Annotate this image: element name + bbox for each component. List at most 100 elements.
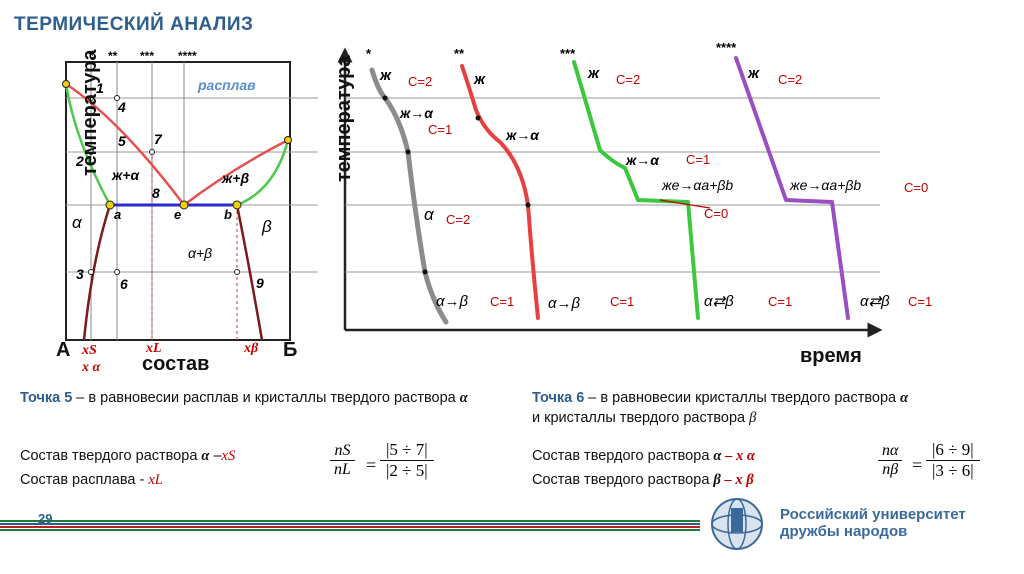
eutectic-b: b <box>224 207 232 222</box>
cooling-curve-3 <box>572 60 700 320</box>
point-1: 1 <box>96 80 104 96</box>
phase-diagram: температура состав А Б расплав * ** *** … <box>56 49 318 375</box>
page-title: ТЕРМИЧЕСКИЙ АНАЛИЗ <box>14 14 254 35</box>
university-name: Российский университет дружбы народов <box>780 506 966 540</box>
cooling-ylabel: температура <box>333 55 355 182</box>
c1-label-l: ж <box>379 67 392 84</box>
x-l-label: xL <box>145 341 162 356</box>
right-frac-den: nβ <box>882 461 899 478</box>
point5-text: – в равновесии расплав и кристаллы тверд… <box>72 390 460 406</box>
point6-title: Точка 6 <box>532 390 585 406</box>
right-line2-x: – x β <box>720 472 754 488</box>
point-6: 6 <box>120 276 128 292</box>
region-l-beta: ж+β <box>221 170 249 186</box>
c2-label-l: ж <box>473 71 486 88</box>
c1-label-ab: α→β <box>436 293 469 310</box>
star-4: **** <box>178 49 197 63</box>
point-4: 4 <box>117 99 126 115</box>
left-frac-den: nL <box>334 461 351 478</box>
c4-label-eut: жe→αa+βb <box>789 177 861 193</box>
phase-xlabel: состав <box>142 353 209 375</box>
curve-star-2: ** <box>454 46 465 61</box>
c2-label-ab: α→β <box>548 295 581 312</box>
x-s-label: xS <box>81 343 97 358</box>
c4-label-ab: α⇄β <box>860 293 890 310</box>
left-line1-c: – <box>209 448 222 464</box>
x-beta-label: xβ <box>243 341 259 356</box>
star-1: * <box>89 49 94 63</box>
point5-title: Точка 5 <box>20 390 73 406</box>
c3-label-la: ж→α <box>625 152 660 168</box>
corner-a: А <box>56 339 70 361</box>
right-fraction: nα nβ <box>878 442 903 479</box>
region-alpha-beta: α+β <box>188 245 212 261</box>
cooling-xlabel: время <box>800 345 862 367</box>
phase-ylabel: температура <box>79 49 101 176</box>
uni-line-2: дружбы народов <box>780 523 908 540</box>
solidus-beta <box>236 139 290 207</box>
left-line2-x: xL <box>148 472 163 488</box>
c1-label-a: α <box>424 205 435 224</box>
melt-label: расплав <box>197 77 256 93</box>
right-line2-a: Состав твердого раствора <box>532 472 714 488</box>
cooling-curve-1 <box>369 67 449 325</box>
c3-label-eut: жe→αa+βb <box>661 177 733 193</box>
phase-frame <box>65 61 291 341</box>
university-logo-icon <box>711 498 763 550</box>
solvus-beta <box>235 204 264 341</box>
star-3: *** <box>140 49 154 63</box>
right-value-fraction: |6 ÷ 9| |3 ÷ 6| <box>926 440 980 481</box>
cooling-curves: температура время * ** *** **** ж ж→α α … <box>333 40 932 367</box>
x-alpha-label: x α <box>81 360 101 375</box>
c4-c-0: C=2 <box>778 72 802 87</box>
point-9: 9 <box>256 275 264 291</box>
uni-line-1: Российский университет <box>780 506 966 523</box>
point6-text: – в равновесии кристаллы твердого раство… <box>584 390 901 406</box>
point-7: 7 <box>154 131 163 147</box>
c4-c-1: C=0 <box>904 180 928 195</box>
c4-label-l: ж <box>747 65 760 82</box>
left-value-fraction: |5 ÷ 7| |2 ÷ 5| <box>380 440 434 481</box>
left-line2-a: Состав расплава - <box>20 472 149 488</box>
cooling-curve-4 <box>734 56 850 320</box>
right-line2-b: β <box>713 472 721 488</box>
c0-pointer <box>659 199 711 209</box>
right-val-den: |3 ÷ 6| <box>932 461 974 480</box>
right-line-2: Состав твердого раствора β – x β <box>532 470 754 490</box>
c3-label-ab: α⇄β <box>704 293 734 310</box>
region-alpha: α <box>72 213 83 232</box>
c3-c-0: C=2 <box>616 72 640 87</box>
solvus-alpha <box>82 204 112 341</box>
cooling-curve-2 <box>460 64 540 320</box>
point6-sym2: β <box>749 410 757 426</box>
left-val-num: |5 ÷ 7| <box>380 440 434 461</box>
right-line1-a: Состав твердого раствора <box>532 448 714 464</box>
star-2: ** <box>108 49 118 63</box>
right-val-num: |6 ÷ 9| <box>926 440 980 461</box>
region-beta: β <box>261 217 272 236</box>
left-equals: = <box>366 455 377 475</box>
region-l-alpha: ж+α <box>111 167 140 183</box>
point-2: 2 <box>75 153 84 169</box>
c3-label-l: ж <box>587 65 600 82</box>
left-line-1: Состав твердого раствора α –xS <box>20 446 235 466</box>
point6-text2: и кристаллы твердого раствора <box>532 410 750 426</box>
solidus-alpha <box>64 83 112 206</box>
footer-stripes <box>0 520 700 531</box>
corner-b: Б <box>283 339 297 361</box>
c4-c-2: C=1 <box>908 294 932 309</box>
point5-sym: α <box>459 390 468 406</box>
point6-sym: α <box>900 390 909 406</box>
point5-paragraph: Точка 5 – в равновесии расплав и кристал… <box>20 388 490 408</box>
curve-star-4: **** <box>716 40 737 55</box>
c1-c-1: C=1 <box>428 122 452 137</box>
curve-star-3: *** <box>560 46 576 61</box>
c1-label-la: ж→α <box>399 105 434 121</box>
page-number: 29 <box>38 511 53 526</box>
right-line1-x: – x α <box>721 448 755 464</box>
c3-c-3: C=1 <box>768 294 792 309</box>
point-3: 3 <box>76 266 84 282</box>
c3-c-1: C=1 <box>686 152 710 167</box>
right-line1-b: α <box>713 448 722 464</box>
c1-c-0: C=2 <box>408 74 432 89</box>
